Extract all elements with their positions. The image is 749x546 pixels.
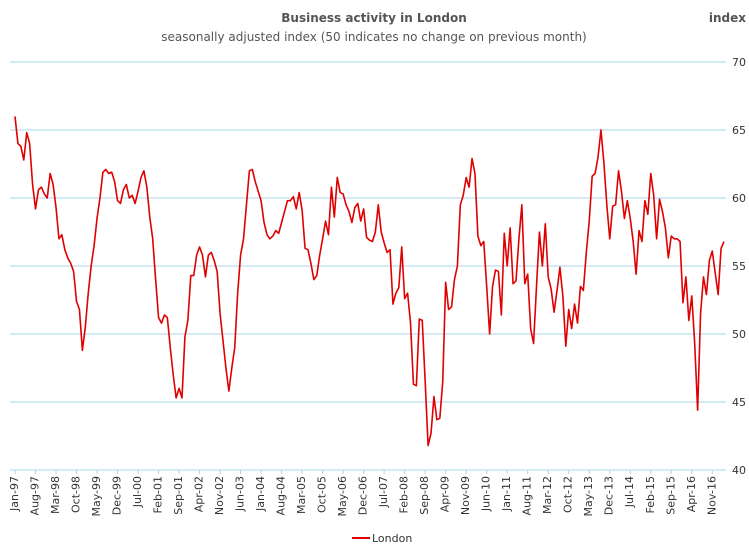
series-line xyxy=(14,116,725,447)
chart-title: Business activity in London xyxy=(281,11,466,25)
x-tick-label: Oct-12 xyxy=(562,476,575,513)
y-tick-label: 55 xyxy=(732,260,746,273)
x-tick-label: May-06 xyxy=(336,476,349,517)
x-tick-label: Oct-05 xyxy=(316,476,329,513)
x-tick-label: Nov-09 xyxy=(459,476,472,515)
x-tick-label: Feb-15 xyxy=(644,476,657,513)
x-tick-label: Aug-97 xyxy=(29,476,42,515)
x-tick-label: May-99 xyxy=(90,476,103,517)
x-tick-label: Dec-99 xyxy=(111,476,124,515)
x-tick-label: Sep-01 xyxy=(172,476,185,515)
x-tick-label: Apr-09 xyxy=(439,476,452,512)
x-tick-label: Nov-16 xyxy=(705,476,718,515)
legend-label: London xyxy=(372,532,412,545)
x-tick-label: Jan-11 xyxy=(500,476,513,512)
x-tick-label: Oct-98 xyxy=(70,476,83,513)
x-tick-label: Sep-15 xyxy=(664,476,677,515)
x-tick-label: Jul-00 xyxy=(131,476,144,508)
y-tick-label: 50 xyxy=(732,328,746,341)
chart-subtitle: seasonally adjusted index (50 indicates … xyxy=(161,30,586,44)
x-tick-label: Nov-02 xyxy=(213,476,226,515)
x-tick-label: Apr-16 xyxy=(685,476,698,512)
y-tick-label: 40 xyxy=(732,464,746,477)
x-tick-label: Mar-05 xyxy=(295,476,308,514)
x-tick-label: Aug-11 xyxy=(521,476,534,515)
x-tick-label: Sep-08 xyxy=(418,476,431,515)
x-tick-label: Feb-01 xyxy=(152,476,165,513)
x-tick-label: May-13 xyxy=(582,476,595,517)
x-tick-label: Jun-03 xyxy=(234,476,247,512)
x-tick-label: Apr-02 xyxy=(193,476,206,512)
y-tick-label: 70 xyxy=(732,56,746,69)
x-tick-label: Aug-04 xyxy=(275,476,288,515)
x-tick-label: Dec-06 xyxy=(357,476,370,515)
x-tick-label: Dec-13 xyxy=(603,476,616,515)
x-tick-label: Jan-97 xyxy=(8,476,21,512)
x-tick-label: Jan-04 xyxy=(254,476,267,512)
y-tick-label: 60 xyxy=(732,192,746,205)
y-tick-label: 45 xyxy=(732,396,746,409)
x-tick-label: Jul-07 xyxy=(377,476,390,508)
x-tick-label: Jul-14 xyxy=(623,476,636,508)
x-tick-label: Jun-10 xyxy=(480,476,493,512)
x-tick-label: Feb-08 xyxy=(398,476,411,513)
x-tick-label: Mar-12 xyxy=(541,476,554,514)
y-axis-label: index xyxy=(709,11,746,25)
y-tick-label: 65 xyxy=(732,124,746,137)
x-tick-label: Mar-98 xyxy=(49,476,62,514)
